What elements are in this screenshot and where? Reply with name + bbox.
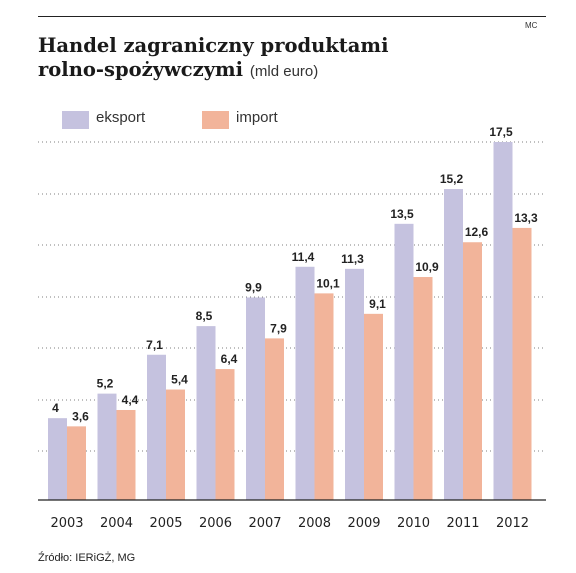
bar-import [463, 242, 482, 501]
bar-import [314, 293, 334, 500]
bar-eksport [295, 266, 315, 500]
x-tick-label: 2007 [248, 516, 281, 531]
data-label-import: 9,1 [369, 297, 386, 311]
data-label-eksport: 11,3 [341, 252, 364, 266]
data-label-eksport: 13,5 [390, 207, 414, 221]
bar-eksport [493, 142, 513, 500]
data-label-eksport: 11,4 [292, 250, 315, 264]
bar-import [265, 338, 284, 500]
data-label-import: 12,6 [465, 225, 489, 239]
data-label-eksport: 9,9 [245, 280, 262, 294]
title-line-1: Handel zagraniczny produktami [38, 34, 389, 57]
data-label-eksport: 8,5 [196, 309, 213, 323]
bar-import [166, 389, 185, 500]
bar-eksport [394, 223, 414, 501]
data-label-import: 3,6 [72, 409, 89, 423]
legend-swatch-import [202, 111, 229, 129]
data-label-eksport: 5,2 [97, 377, 114, 391]
title-unit: (mld euro) [249, 63, 319, 80]
data-label-import: 10,9 [415, 260, 439, 274]
bar-eksport [444, 189, 463, 500]
data-label-eksport: 17,5 [489, 125, 513, 139]
x-tick-label: 2011 [446, 516, 479, 531]
legend-label-eksport: eksport [96, 109, 146, 126]
legend-swatch-eksport [62, 111, 89, 129]
author-credit: MC [525, 21, 538, 30]
x-tick-label: 2010 [397, 516, 430, 531]
bar-eksport [147, 354, 166, 500]
source-note: Źródło: IERiGŻ, MG [38, 552, 136, 564]
data-label-import: 13,3 [514, 211, 538, 225]
x-tick-label: 2008 [298, 516, 331, 531]
bar-import [364, 313, 383, 500]
bar-eksport [48, 418, 67, 500]
chart-title: Handel zagraniczny produktami rolno-spoż… [38, 34, 418, 84]
title-line-2: rolno-spożywczymi [38, 58, 244, 81]
data-label-eksport: 4 [52, 401, 59, 415]
bar-import [215, 369, 235, 500]
x-tick-label: 2009 [347, 516, 380, 531]
bar-import [512, 227, 532, 501]
data-label-import: 10,1 [316, 276, 340, 290]
x-tick-label: 2003 [50, 516, 83, 531]
data-label-eksport: 15,2 [440, 172, 464, 186]
bar-eksport [246, 297, 265, 500]
data-label-import: 7,9 [270, 321, 287, 335]
bar-import [413, 277, 433, 500]
x-tick-label: 2012 [496, 516, 529, 531]
legend-label-import: import [236, 109, 278, 126]
data-label-import: 4,4 [122, 393, 139, 407]
data-label-import: 6,4 [221, 352, 238, 366]
top-rule [38, 16, 546, 17]
bar-eksport [196, 326, 216, 500]
data-label-import: 5,4 [171, 373, 188, 387]
x-tick-label: 2005 [149, 516, 182, 531]
data-label-eksport: 7,1 [146, 338, 163, 352]
x-tick-label: 2004 [100, 516, 133, 531]
bar-eksport [345, 268, 364, 500]
x-tick-label: 2006 [199, 516, 232, 531]
bar-eksport [97, 393, 117, 500]
bar-import [116, 409, 136, 500]
bar-import [67, 426, 86, 500]
